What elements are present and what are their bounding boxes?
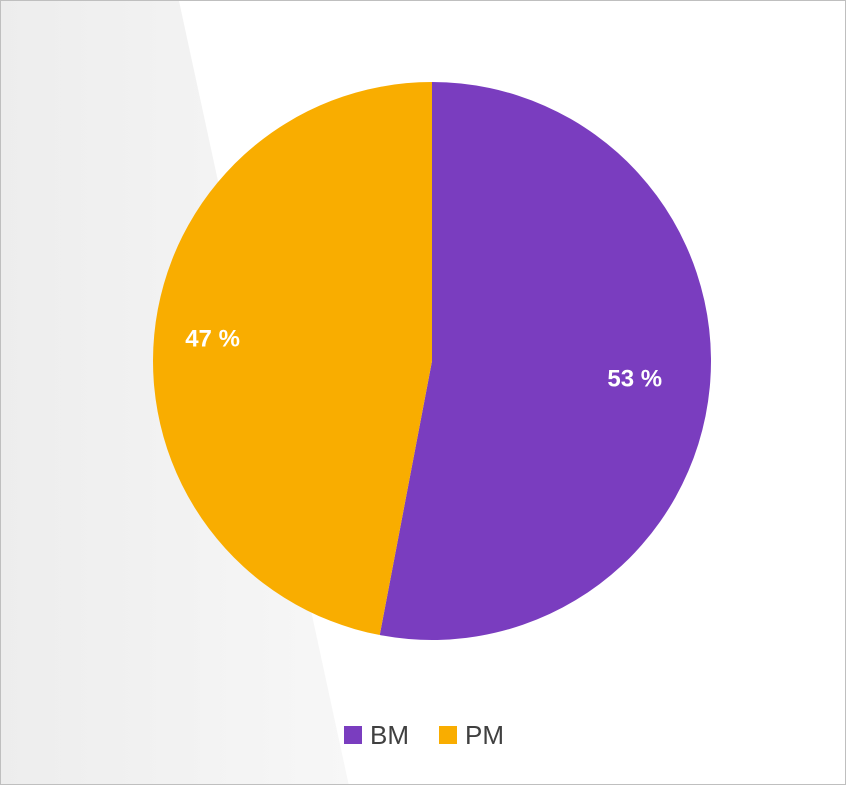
slice-label-pm: 47 %	[185, 326, 240, 353]
pie-slices	[152, 82, 711, 640]
legend-item-pm: PM	[439, 722, 504, 748]
legend-swatch-pm	[439, 726, 457, 744]
legend-label-pm: PM	[465, 720, 504, 750]
legend-label-bm: BM	[370, 720, 409, 750]
legend-item-bm: BM	[344, 722, 409, 748]
legend-swatch-bm	[344, 726, 362, 744]
pie-slice-labels: 53 % 47 %	[185, 326, 662, 393]
legend: BM PM	[1, 719, 845, 751]
pie-slice-pm	[152, 82, 432, 636]
slice-label-bm: 53 %	[607, 366, 662, 393]
pie-slice-bm	[379, 82, 711, 640]
